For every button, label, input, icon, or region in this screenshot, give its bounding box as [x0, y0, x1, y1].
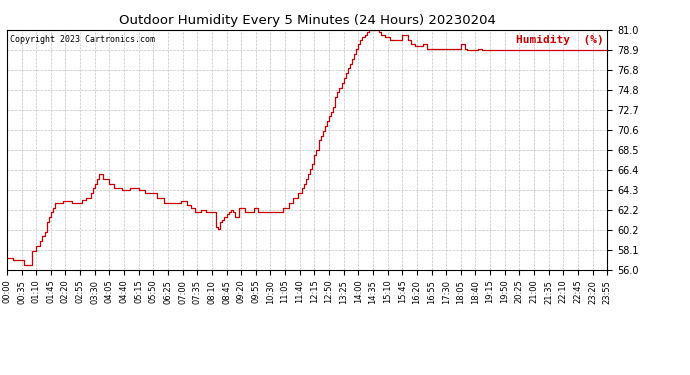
Text: Copyright 2023 Cartronics.com: Copyright 2023 Cartronics.com: [10, 35, 155, 44]
Text: Humidity  (%): Humidity (%): [516, 35, 604, 45]
Title: Outdoor Humidity Every 5 Minutes (24 Hours) 20230204: Outdoor Humidity Every 5 Minutes (24 Hou…: [119, 15, 495, 27]
